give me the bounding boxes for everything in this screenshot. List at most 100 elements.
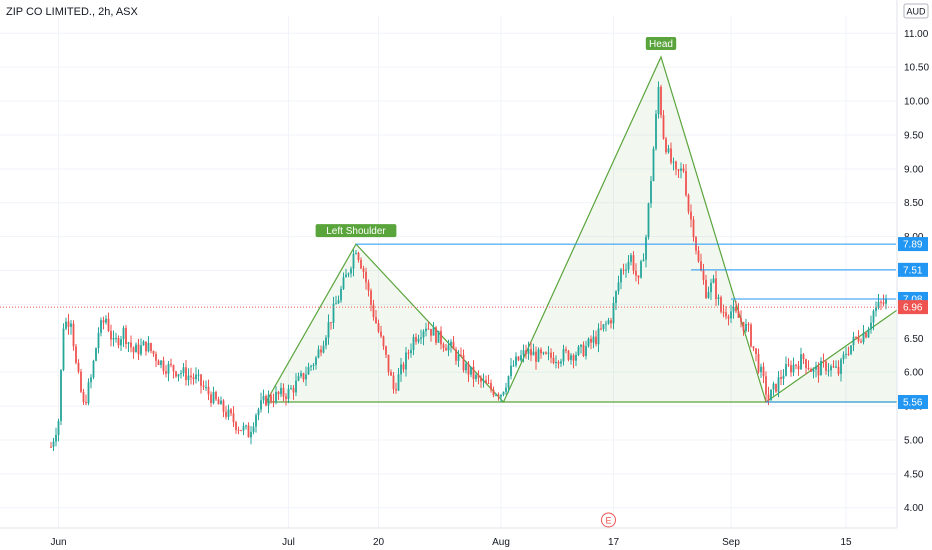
- candle[interactable]: [290, 385, 292, 390]
- candle[interactable]: [585, 340, 587, 360]
- candle[interactable]: [622, 263, 625, 275]
- candle[interactable]: [87, 378, 90, 406]
- candle[interactable]: [820, 357, 822, 376]
- candle[interactable]: [647, 202, 650, 240]
- candle[interactable]: [485, 375, 487, 384]
- candle[interactable]: [565, 346, 567, 354]
- candle[interactable]: [472, 360, 475, 388]
- candle[interactable]: [320, 345, 322, 357]
- candle[interactable]: [367, 279, 370, 297]
- candle[interactable]: [355, 250, 357, 255]
- candle[interactable]: [442, 342, 445, 352]
- candle[interactable]: [332, 296, 335, 330]
- candle[interactable]: [705, 274, 707, 299]
- candle[interactable]: [195, 367, 197, 384]
- candle[interactable]: [335, 295, 337, 305]
- candle[interactable]: [305, 366, 307, 387]
- candle[interactable]: [750, 322, 752, 348]
- earnings-marker[interactable]: E: [601, 512, 616, 528]
- candle[interactable]: [685, 163, 687, 197]
- candle[interactable]: [805, 358, 807, 375]
- candle[interactable]: [100, 317, 102, 337]
- candle[interactable]: [90, 374, 92, 389]
- candle[interactable]: [310, 364, 312, 372]
- candle[interactable]: [625, 263, 627, 278]
- candle[interactable]: [425, 322, 427, 337]
- candle[interactable]: [82, 388, 85, 405]
- candle[interactable]: [182, 362, 185, 377]
- candle[interactable]: [465, 360, 467, 374]
- candle[interactable]: [447, 339, 450, 357]
- candle[interactable]: [417, 334, 420, 344]
- candle[interactable]: [567, 349, 570, 362]
- candle[interactable]: [702, 263, 705, 285]
- candle[interactable]: [682, 164, 685, 173]
- candle[interactable]: [262, 389, 265, 404]
- candle[interactable]: [105, 315, 107, 325]
- candle[interactable]: [510, 357, 512, 380]
- candle[interactable]: [427, 321, 430, 330]
- candle[interactable]: [640, 259, 642, 279]
- candle[interactable]: [477, 370, 480, 385]
- candle[interactable]: [580, 344, 582, 354]
- candle[interactable]: [517, 356, 520, 362]
- candle[interactable]: [730, 304, 732, 324]
- candle[interactable]: [187, 368, 190, 386]
- candle[interactable]: [520, 349, 522, 362]
- candle[interactable]: [412, 334, 415, 356]
- candle[interactable]: [380, 325, 382, 339]
- candle[interactable]: [540, 347, 542, 359]
- candle[interactable]: [512, 360, 515, 367]
- candle[interactable]: [672, 157, 675, 171]
- candle[interactable]: [265, 394, 267, 407]
- candle[interactable]: [200, 373, 202, 394]
- candle[interactable]: [627, 255, 630, 274]
- candle[interactable]: [217, 396, 220, 405]
- candle[interactable]: [152, 350, 155, 357]
- candle[interactable]: [780, 370, 782, 386]
- candle[interactable]: [330, 322, 332, 330]
- candle[interactable]: [642, 253, 645, 262]
- candle[interactable]: [755, 348, 757, 362]
- candle[interactable]: [507, 375, 510, 393]
- candle[interactable]: [362, 265, 365, 279]
- candle[interactable]: [270, 392, 272, 404]
- candle[interactable]: [537, 347, 540, 363]
- candle[interactable]: [782, 369, 785, 385]
- candle[interactable]: [592, 330, 595, 349]
- candle[interactable]: [710, 278, 712, 300]
- candle[interactable]: [652, 146, 655, 182]
- candle[interactable]: [600, 320, 602, 331]
- candle[interactable]: [75, 344, 77, 365]
- candle[interactable]: [752, 346, 755, 352]
- candle[interactable]: [77, 359, 80, 374]
- candle[interactable]: [760, 363, 762, 379]
- candle[interactable]: [740, 310, 742, 328]
- candle[interactable]: [542, 351, 545, 356]
- candle[interactable]: [845, 347, 847, 359]
- candle[interactable]: [602, 324, 605, 332]
- candle[interactable]: [727, 314, 730, 326]
- candle[interactable]: [190, 367, 192, 385]
- candle[interactable]: [250, 426, 252, 445]
- candle[interactable]: [445, 344, 447, 351]
- candle[interactable]: [402, 361, 405, 373]
- candle[interactable]: [342, 272, 345, 291]
- candle[interactable]: [870, 315, 872, 334]
- candle[interactable]: [150, 342, 152, 354]
- candle[interactable]: [522, 344, 525, 363]
- candle[interactable]: [802, 352, 805, 365]
- candle[interactable]: [347, 272, 350, 278]
- candle[interactable]: [865, 331, 867, 339]
- candle[interactable]: [690, 204, 692, 228]
- candle[interactable]: [410, 343, 412, 358]
- candle[interactable]: [257, 407, 260, 421]
- candle[interactable]: [605, 320, 607, 332]
- candle[interactable]: [287, 384, 290, 404]
- candle[interactable]: [230, 408, 232, 417]
- candle[interactable]: [700, 253, 702, 272]
- candle[interactable]: [732, 300, 735, 319]
- candle[interactable]: [165, 365, 167, 378]
- candle[interactable]: [577, 344, 580, 357]
- candle[interactable]: [397, 368, 400, 392]
